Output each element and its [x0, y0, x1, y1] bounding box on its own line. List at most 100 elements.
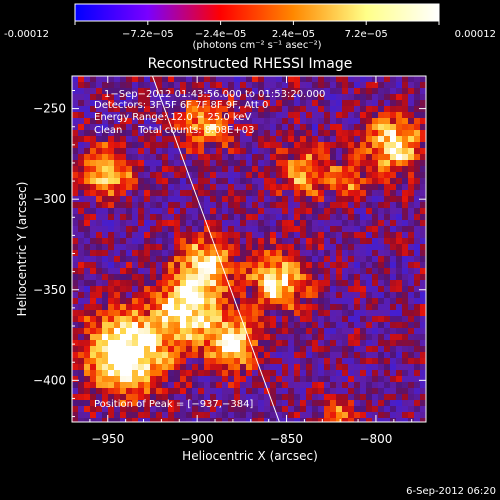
heatmap-cell: [90, 244, 97, 251]
heatmap-cell: [306, 112, 313, 119]
heatmap-cell: [408, 352, 415, 359]
heatmap-cell: [360, 262, 367, 269]
heatmap-cell: [342, 244, 349, 251]
heatmap-cell: [228, 376, 235, 383]
heatmap-cell: [78, 238, 85, 245]
heatmap-cell: [342, 196, 349, 203]
heatmap-cell: [96, 334, 103, 341]
heatmap-cell: [192, 232, 199, 239]
heatmap-cell: [276, 130, 283, 137]
heatmap-cell: [264, 88, 271, 95]
heatmap-cell: [348, 124, 355, 131]
heatmap-cell: [264, 352, 271, 359]
heatmap-cell: [144, 112, 151, 119]
heatmap-cell: [96, 208, 103, 215]
heatmap-cell: [312, 136, 319, 143]
heatmap-cell: [216, 394, 223, 401]
heatmap-cell: [402, 196, 409, 203]
heatmap-cell: [102, 214, 109, 221]
heatmap-cell: [258, 184, 265, 191]
heatmap-cell: [222, 238, 229, 245]
heatmap-cell: [282, 160, 289, 167]
heatmap-cell: [132, 262, 139, 269]
heatmap-cell: [126, 364, 133, 371]
heatmap-cell: [126, 148, 133, 155]
heatmap-cell: [402, 280, 409, 287]
heatmap-cell: [312, 106, 319, 113]
heatmap-cell: [96, 118, 103, 125]
heatmap-cell: [120, 118, 127, 125]
heatmap-cell: [234, 178, 241, 185]
heatmap-cell: [342, 220, 349, 227]
heatmap-cell: [210, 388, 217, 395]
y-axis-label: Heliocentric Y (arcsec): [15, 182, 29, 317]
heatmap-cell: [324, 94, 331, 101]
heatmap-cell: [108, 388, 115, 395]
heatmap-cell: [90, 304, 97, 311]
heatmap-cell: [204, 274, 211, 281]
heatmap-cell: [312, 166, 319, 173]
heatmap-cell: [396, 322, 403, 329]
heatmap-cell: [408, 166, 415, 173]
heatmap-cell: [84, 316, 91, 323]
heatmap-cell: [360, 112, 367, 119]
heatmap-cell: [276, 100, 283, 107]
heatmap-cell: [198, 106, 205, 113]
heatmap-cell: [264, 226, 271, 233]
heatmap-cell: [132, 292, 139, 299]
heatmap-cell: [312, 172, 319, 179]
heatmap-cell: [156, 322, 163, 329]
heatmap-cell: [318, 244, 325, 251]
heatmap-cell: [264, 418, 271, 422]
heatmap-cell: [126, 190, 133, 197]
heatmap-cell: [186, 118, 193, 125]
heatmap-cell: [294, 202, 301, 209]
heatmap-cell: [144, 406, 151, 413]
heatmap-cell: [336, 322, 343, 329]
heatmap-cell: [342, 202, 349, 209]
heatmap-cell: [84, 340, 91, 347]
heatmap-cell: [384, 220, 391, 227]
heatmap-cell: [216, 280, 223, 287]
heatmap-cell: [132, 94, 139, 101]
heatmap-cell: [288, 148, 295, 155]
heatmap-cell: [312, 388, 319, 395]
heatmap-cell: [402, 328, 409, 335]
heatmap-cell: [198, 184, 205, 191]
heatmap-cell: [138, 154, 145, 161]
heatmap-cell: [282, 172, 289, 179]
heatmap-cell: [90, 172, 97, 179]
heatmap-cell: [276, 292, 283, 299]
heatmap-cell: [258, 334, 265, 341]
heatmap-cell: [294, 328, 301, 335]
heatmap-cell: [372, 154, 379, 161]
heatmap-cell: [192, 76, 199, 83]
heatmap-cell: [312, 76, 319, 83]
heatmap-cell: [312, 334, 319, 341]
heatmap-cell: [198, 316, 205, 323]
heatmap-cell: [348, 190, 355, 197]
heatmap-cell: [96, 388, 103, 395]
heatmap-cell: [384, 340, 391, 347]
heatmap-cell: [354, 190, 361, 197]
heatmap-cell: [342, 256, 349, 263]
heatmap-cell: [150, 358, 157, 365]
heatmap-cell: [294, 340, 301, 347]
heatmap-cell: [336, 148, 343, 155]
heatmap-cell: [402, 310, 409, 317]
heatmap-cell: [222, 244, 229, 251]
heatmap-cell: [294, 214, 301, 221]
heatmap-cell: [396, 112, 403, 119]
heatmap-cell: [270, 412, 277, 419]
heatmap-cell: [294, 238, 301, 245]
heatmap-cell: [252, 262, 259, 269]
heatmap-cell: [390, 352, 397, 359]
heatmap-cell: [342, 184, 349, 191]
heatmap-cell: [156, 328, 163, 335]
heatmap-cell: [342, 262, 349, 269]
heatmap-cell: [108, 238, 115, 245]
heatmap-cell: [186, 208, 193, 215]
heatmap-cell: [204, 220, 211, 227]
heatmap-cell: [138, 76, 145, 83]
heatmap-cell: [102, 358, 109, 365]
